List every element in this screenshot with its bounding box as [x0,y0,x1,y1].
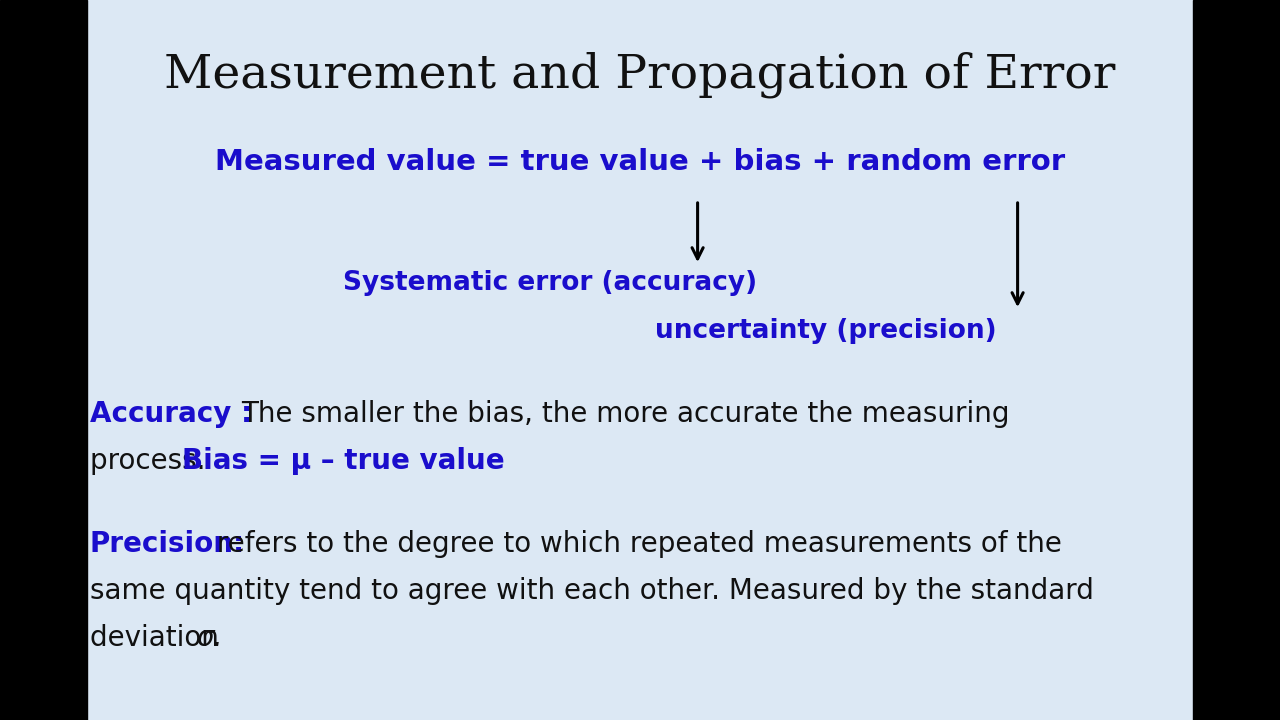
Text: Systematic error (accuracy): Systematic error (accuracy) [343,270,758,296]
Text: The smaller the bias, the more accurate the measuring: The smaller the bias, the more accurate … [241,400,1010,428]
Text: same quantity tend to agree with each other. Measured by the standard: same quantity tend to agree with each ot… [90,577,1094,605]
Bar [1193,0,1280,720]
Text: refers to the degree to which repeated measurements of the: refers to the degree to which repeated m… [207,530,1061,558]
Text: Precision:: Precision: [90,530,246,558]
Text: process.: process. [90,447,214,475]
Text: Measurement and Propagation of Error: Measurement and Propagation of Error [164,52,1116,99]
Text: Measured value = true value + bias + random error: Measured value = true value + bias + ran… [215,148,1065,176]
Text: Accuracy :: Accuracy : [90,400,261,428]
Text: deviation: deviation [90,624,228,652]
Text: Bias = μ – true value: Bias = μ – true value [182,447,504,475]
Text: σ.: σ. [196,624,223,652]
Text: uncertainty (precision): uncertainty (precision) [655,318,996,344]
Bar [0,0,87,720]
